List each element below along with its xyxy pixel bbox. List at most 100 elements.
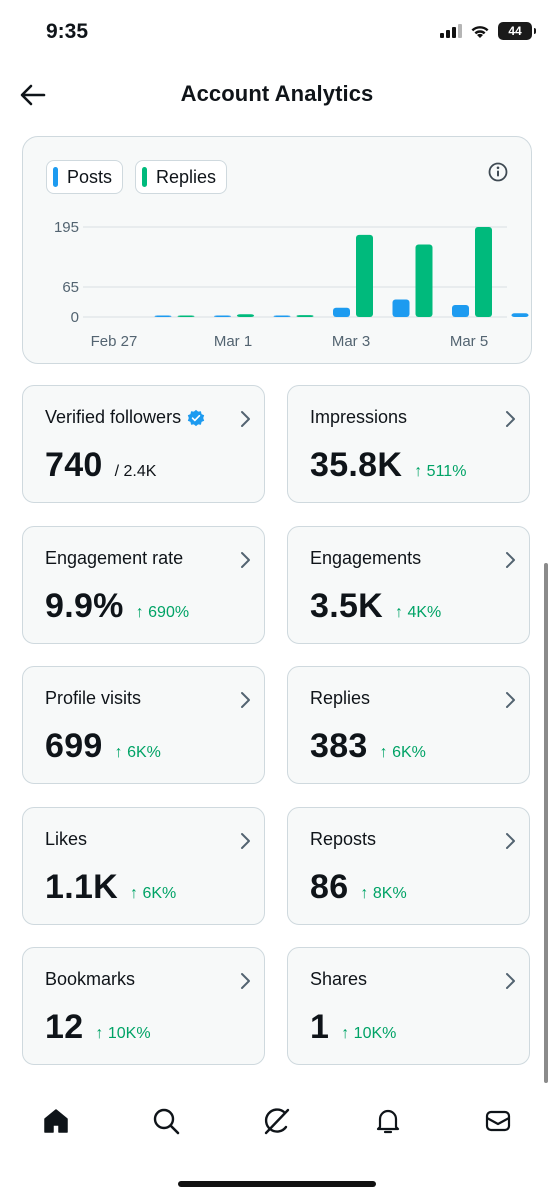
verified-badge-icon — [187, 409, 205, 426]
metric-value-row: 740 / 2.4K — [45, 446, 156, 485]
tab-grok[interactable] — [247, 1092, 307, 1150]
bar-replies-mar-2 — [356, 234, 373, 317]
bell-icon — [376, 1109, 400, 1134]
metric-change: ↑ 10K% — [341, 1025, 397, 1042]
tab-notifications[interactable] — [358, 1092, 418, 1150]
tab-home[interactable] — [26, 1092, 86, 1150]
legend-replies[interactable]: Replies — [135, 160, 228, 194]
legend-label-replies: Replies — [156, 166, 217, 187]
wifi-icon — [471, 25, 489, 38]
bar-posts-feb-27 — [154, 315, 172, 317]
tab-bar — [0, 1092, 554, 1152]
home-indicator — [178, 1181, 376, 1187]
metric-value-row: 9.9% ↑ 690% — [45, 587, 189, 626]
metric-label-wrap: Verified followers — [45, 407, 205, 428]
x-tick-label: Mar 1 — [214, 333, 252, 350]
metric-label-wrap: Reposts — [310, 829, 376, 850]
metric-change: ↑ 8K% — [360, 885, 407, 902]
metric-card-engagement-rate[interactable]: Engagement rate 9.9% ↑ 690% — [22, 526, 265, 644]
chevron-right-icon — [506, 973, 515, 989]
mail-icon — [485, 1110, 511, 1132]
metric-value: 9.9% — [45, 587, 124, 625]
legend-posts[interactable]: Posts — [46, 160, 124, 194]
signal-icon — [440, 24, 462, 38]
battery-level: 44 — [508, 24, 522, 38]
bar-chart: 0 65 195 Feb 27 Mar 1 Mar 3 Mar 5 — [54, 219, 529, 350]
metric-value: 12 — [45, 1008, 84, 1046]
metric-value: 1 — [310, 1008, 330, 1046]
bar-replies-mar-3 — [415, 244, 433, 317]
chevron-right-icon — [506, 411, 515, 427]
metric-card-bookmarks[interactable]: Bookmarks 12 ↑ 10K% — [22, 947, 265, 1065]
chevron-right-icon — [241, 411, 250, 427]
bar-posts-mar-4 — [452, 305, 469, 317]
back-arrow-icon — [20, 84, 46, 106]
metric-card-profile-visits[interactable]: Profile visits 699 ↑ 6K% — [22, 666, 265, 784]
metric-value: 86 — [310, 868, 349, 906]
header: Account Analytics — [0, 66, 554, 124]
metric-label-wrap: Impressions — [310, 407, 407, 428]
tab-search[interactable] — [136, 1092, 196, 1150]
y-tick-label: 65 — [62, 279, 79, 296]
metric-label-wrap: Shares — [310, 969, 367, 990]
metric-value: 3.5K — [310, 587, 384, 625]
metric-change: ↑ 6K% — [379, 744, 426, 761]
chevron-right-icon — [506, 692, 515, 708]
metric-label-wrap: Likes — [45, 829, 87, 850]
chevron-right-icon — [506, 552, 515, 568]
chevron-right-icon — [241, 833, 250, 849]
metric-card-verified-followers[interactable]: Verified followers 740 / 2.4K — [22, 385, 265, 503]
metric-change: ↑ 6K% — [130, 885, 177, 902]
chart-legend: Posts Replies — [46, 160, 228, 194]
chevron-right-icon — [241, 973, 250, 989]
metric-value: 740 — [45, 446, 103, 484]
info-icon[interactable] — [487, 161, 509, 183]
page-title: Account Analytics — [180, 81, 374, 106]
metric-label: Reposts — [310, 829, 377, 849]
metric-value: 35.8K — [310, 446, 403, 484]
bar-posts-feb-28 — [214, 315, 231, 317]
chevron-right-icon — [241, 692, 250, 708]
metric-change: ↑ 4K% — [395, 604, 442, 621]
status-icons: 44 — [440, 22, 536, 40]
status-bar: 9:35 44 — [0, 0, 554, 66]
back-button[interactable] — [16, 78, 50, 112]
scrollbar[interactable] — [544, 563, 548, 1083]
metric-card-replies[interactable]: Replies 383 ↑ 6K% — [287, 666, 530, 784]
metric-label: Engagement rate — [45, 548, 184, 568]
tab-messages[interactable] — [468, 1092, 528, 1150]
metric-label: Profile visits — [45, 688, 142, 708]
home-icon — [44, 1109, 68, 1133]
y-tick-label: 0 — [71, 309, 79, 326]
status-time: 9:35 — [46, 20, 89, 43]
bar-replies-mar-4 — [475, 227, 492, 317]
bar-posts-mar-2 — [333, 307, 350, 317]
metric-label: Shares — [310, 969, 368, 989]
legend-swatch-replies — [142, 167, 148, 187]
chart-card: 0 65 195 Feb 27 Mar 1 Mar 3 Mar 5 Posts Replie… — [22, 136, 532, 364]
metric-value: 383 — [310, 727, 368, 765]
metric-label: Replies — [310, 688, 371, 708]
legend-swatch-posts — [53, 167, 58, 187]
bar-replies-feb-28 — [237, 314, 254, 317]
metric-card-impressions[interactable]: Impressions 35.8K ↑ 511% — [287, 385, 530, 503]
metric-label-wrap: Profile visits — [45, 688, 141, 709]
chevron-right-icon — [506, 833, 515, 849]
metric-sub: / 2.4K — [114, 463, 157, 480]
metric-value: 699 — [45, 727, 103, 765]
metric-label-wrap: Replies — [310, 688, 370, 709]
metric-card-likes[interactable]: Likes 1.1K ↑ 6K% — [22, 807, 265, 925]
x-tick-label: Mar 5 — [450, 333, 488, 350]
grok-icon — [264, 1108, 290, 1135]
metric-value-row: 383 ↑ 6K% — [310, 727, 426, 766]
metric-label-wrap: Engagements — [310, 548, 421, 569]
chevron-right-icon — [241, 552, 250, 568]
metric-card-reposts[interactable]: Reposts 86 ↑ 8K% — [287, 807, 530, 925]
metric-value-row: 1.1K ↑ 6K% — [45, 868, 176, 907]
metric-label-wrap: Bookmarks — [45, 969, 135, 990]
metric-card-engagements[interactable]: Engagements 3.5K ↑ 4K% — [287, 526, 530, 644]
metric-change: ↑ 511% — [414, 463, 467, 480]
metric-change: ↑ 6K% — [114, 744, 161, 761]
bar-replies-feb-27 — [177, 315, 195, 317]
metric-card-shares[interactable]: Shares 1 ↑ 10K% — [287, 947, 530, 1065]
